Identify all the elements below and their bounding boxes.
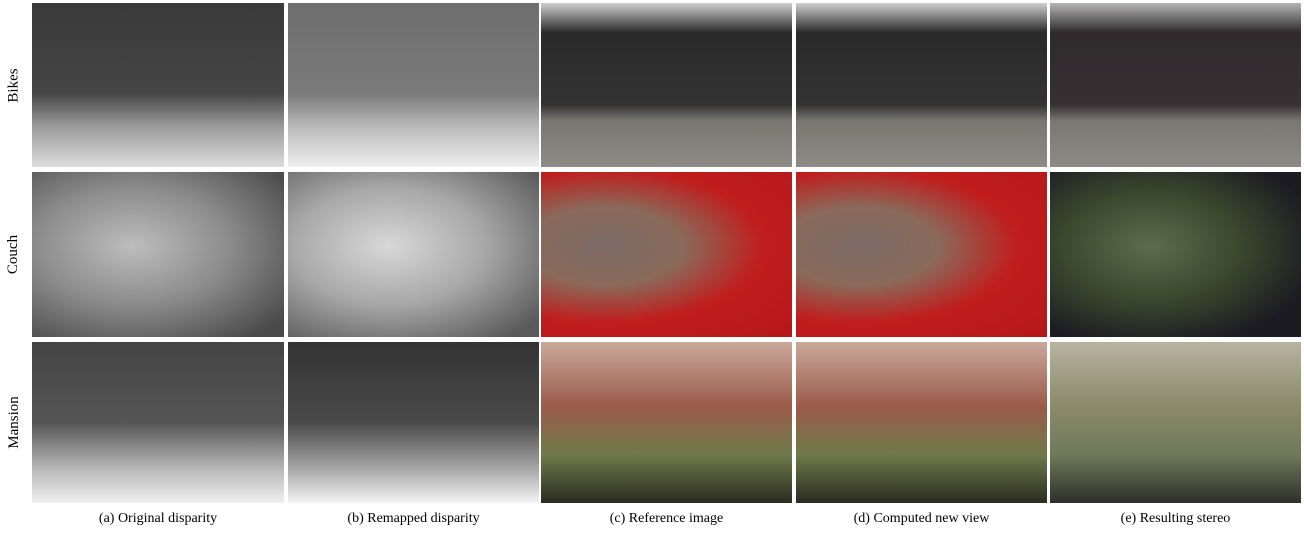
figure-image	[32, 342, 284, 503]
figure-image	[1050, 3, 1301, 167]
caption: (d) Computed new view	[796, 511, 1047, 527]
row-label-text: Bikes	[5, 67, 22, 103]
figure-image	[1050, 342, 1301, 503]
caption-text: (b) Remapped disparity	[347, 511, 480, 526]
figure-image	[541, 3, 792, 167]
caption-text: (a) Original disparity	[98, 511, 218, 526]
figure-image	[288, 3, 539, 167]
caption-text: (e) Resulting stereo	[1120, 511, 1231, 526]
row-label: Bikes	[0, 3, 28, 167]
figure-image	[1050, 172, 1301, 337]
caption: (c) Reference image	[541, 511, 792, 527]
figure-image	[796, 172, 1047, 337]
figure-image	[796, 342, 1047, 503]
figure-image	[541, 342, 792, 503]
caption: (b) Remapped disparity	[288, 511, 539, 527]
caption: (a) Original disparity	[32, 511, 284, 527]
figure-image	[288, 172, 539, 337]
row-label: Couch	[0, 172, 28, 337]
row-label: Mansion	[0, 342, 28, 503]
figure-image	[541, 172, 792, 337]
row-label-text: Couch	[5, 234, 22, 275]
caption-text: (c) Reference image	[609, 511, 724, 526]
caption-text: (d) Computed new view	[853, 511, 990, 526]
row-label-text: Mansion	[5, 396, 22, 449]
figure-image	[32, 3, 284, 167]
figure-image	[796, 3, 1047, 167]
figure-image	[288, 342, 539, 503]
caption: (e) Resulting stereo	[1050, 511, 1301, 527]
figure-image	[32, 172, 284, 337]
